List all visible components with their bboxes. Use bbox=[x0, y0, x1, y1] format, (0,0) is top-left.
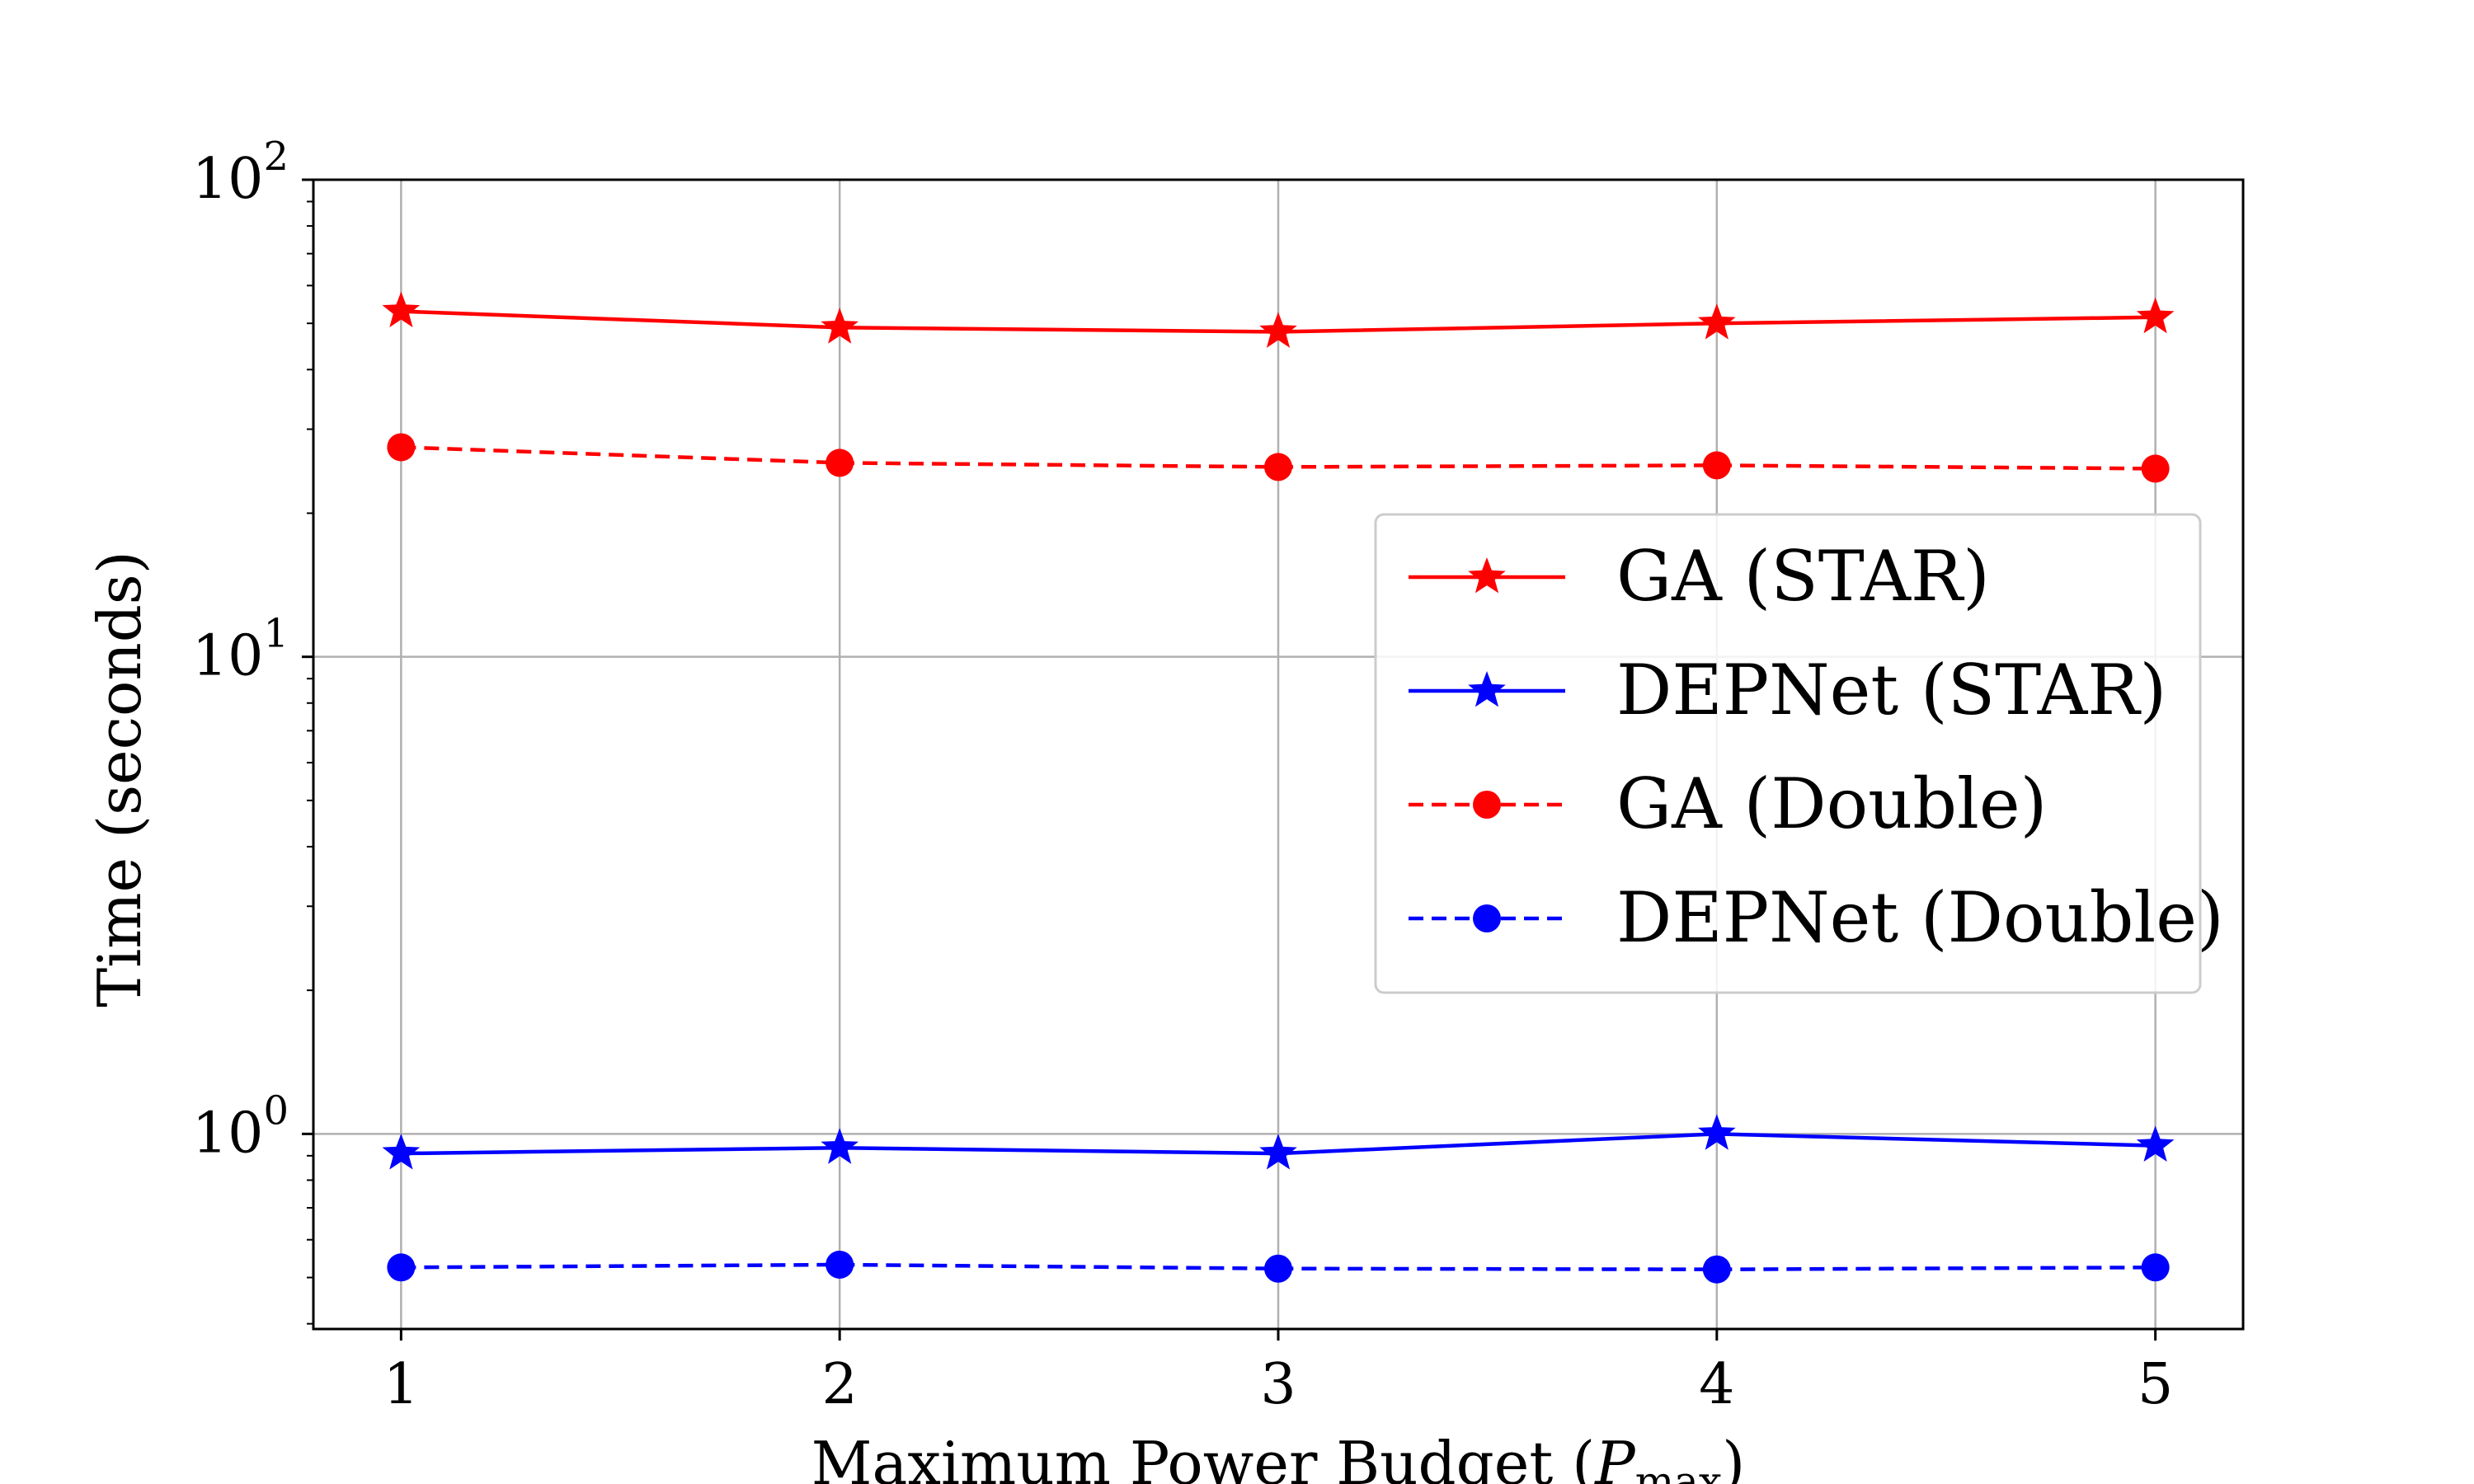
data-point bbox=[387, 1253, 416, 1282]
x-tick-label: 2 bbox=[822, 1352, 858, 1417]
legend-items: GA (STAR) DEPNet (STAR) GA (Double) DEPNet … bbox=[1409, 536, 2224, 958]
y-tick-label: 101 bbox=[192, 611, 289, 689]
legend-item: DEPNet (Double) bbox=[1409, 877, 2224, 958]
data-point bbox=[1702, 1255, 1731, 1284]
data-point bbox=[1259, 1134, 1297, 1170]
data-point bbox=[1264, 1254, 1292, 1283]
legend-box bbox=[1374, 513, 2202, 994]
series-line bbox=[401, 445, 2156, 471]
x-axis-label-subscript: max bbox=[1635, 1458, 1722, 1484]
x-axis-label: Maximum Power Budget (Pmax) bbox=[811, 1429, 1745, 1484]
legend-swatch-marker bbox=[1473, 904, 1501, 932]
data-point bbox=[825, 1250, 854, 1279]
legend-label: DEPNet (STAR) bbox=[1616, 650, 2166, 730]
legend-swatch-marker bbox=[1468, 671, 1506, 707]
y-axis-ticks: 100 101 102 bbox=[192, 134, 313, 1325]
legend-label: DEPNet (Double) bbox=[1616, 877, 2224, 958]
legend-item: GA (Double) bbox=[1409, 763, 2047, 844]
legend-swatch-marker bbox=[1468, 557, 1506, 594]
data-point bbox=[2141, 454, 2170, 483]
x-axis-label-close: ) bbox=[1722, 1429, 1745, 1484]
series-2 bbox=[387, 433, 2170, 483]
y-tick-label: 102 bbox=[192, 134, 289, 212]
x-axis-ticks: 1 2 3 4 5 bbox=[383, 1329, 2173, 1417]
y-axis-label: Time (seconds) bbox=[85, 551, 154, 1007]
series-1 bbox=[382, 1114, 2175, 1170]
data-point bbox=[2136, 1125, 2175, 1162]
y-tick-label: 100 bbox=[192, 1087, 289, 1166]
data-point bbox=[1698, 1114, 1736, 1150]
x-axis-label-text: Maximum Power Budget ( bbox=[811, 1429, 1595, 1484]
legend-item: DEPNet (STAR) bbox=[1409, 650, 2166, 730]
x-tick-label: 4 bbox=[1699, 1352, 1734, 1417]
series-0 bbox=[382, 291, 2175, 348]
series-line bbox=[401, 1262, 2156, 1271]
data-point bbox=[1702, 451, 1731, 480]
data-point bbox=[1259, 312, 1297, 348]
data-point bbox=[382, 291, 421, 327]
legend: GA (STAR) DEPNet (STAR) GA (Double) DEPNet … bbox=[1374, 513, 2224, 994]
legend-label: GA (STAR) bbox=[1616, 536, 1990, 617]
data-point bbox=[1698, 303, 1736, 340]
x-tick-label: 3 bbox=[1260, 1352, 1296, 1417]
data-point bbox=[387, 433, 416, 462]
x-tick-label: 5 bbox=[2138, 1352, 2173, 1417]
data-point bbox=[1264, 453, 1292, 481]
data-point bbox=[382, 1134, 421, 1170]
data-point bbox=[2136, 297, 2175, 334]
series-3 bbox=[387, 1250, 2170, 1284]
x-tick-label: 1 bbox=[383, 1352, 419, 1417]
data-point bbox=[821, 1128, 858, 1164]
legend-swatch-marker bbox=[1473, 791, 1501, 819]
x-axis-label-symbol: P bbox=[1593, 1429, 1636, 1484]
data-point bbox=[825, 448, 854, 477]
series-layer bbox=[382, 291, 2175, 1284]
legend-label: GA (Double) bbox=[1616, 763, 2047, 844]
legend-item: GA (STAR) bbox=[1409, 536, 1990, 617]
data-point bbox=[2141, 1253, 2170, 1282]
data-point bbox=[821, 308, 858, 344]
